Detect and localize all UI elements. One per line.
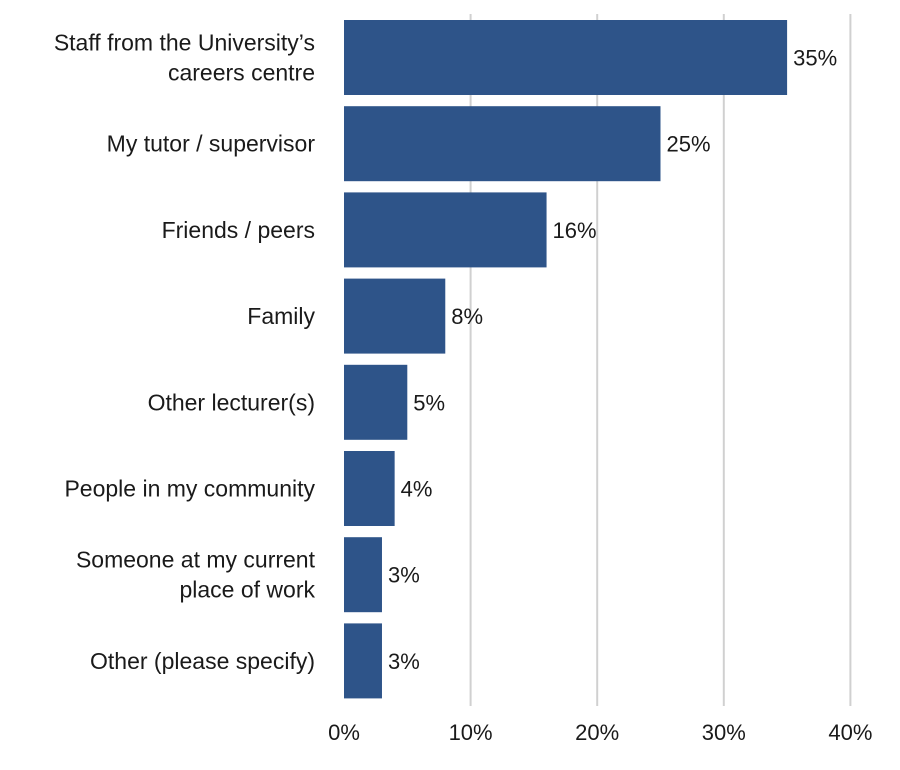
data-label: 3%	[388, 649, 420, 674]
x-tick-label: 40%	[828, 720, 872, 745]
bar	[344, 623, 382, 699]
bar	[344, 364, 408, 440]
category-labels: Staff from the University’s careers centr…	[54, 30, 316, 674]
category-label: People in my community	[64, 476, 315, 502]
data-label: 16%	[553, 218, 597, 243]
x-tick-label: 30%	[702, 720, 746, 745]
category-label: Staff from the University’s careers centr…	[54, 30, 315, 86]
data-labels: 35% 25% 16% 8% 5% 4% 3% 3%	[388, 46, 837, 674]
category-label: Other lecturer(s)	[148, 389, 315, 415]
bar	[344, 451, 395, 526]
category-label: Family	[247, 303, 315, 329]
x-tick-label: 0%	[328, 720, 360, 745]
bar	[344, 192, 547, 268]
x-tick-label: 20%	[575, 720, 619, 745]
data-label: 25%	[667, 132, 711, 157]
x-tick-label: 10%	[449, 720, 493, 745]
bar	[344, 20, 788, 95]
bar	[344, 537, 382, 613]
category-label: Other (please specify)	[90, 648, 315, 674]
data-label: 4%	[401, 477, 433, 502]
bar	[344, 278, 446, 354]
x-axis-ticks: 0% 10% 20% 30% 40%	[328, 720, 872, 745]
category-label: My tutor / supervisor	[107, 131, 316, 157]
data-label: 35%	[793, 46, 837, 71]
category-label: Friends / peers	[162, 217, 315, 243]
data-label: 8%	[451, 304, 483, 329]
data-label: 3%	[388, 563, 420, 588]
category-label: Someone at my current place of work	[76, 547, 316, 603]
bar	[344, 106, 661, 182]
data-label: 5%	[413, 390, 445, 415]
bars	[344, 20, 788, 699]
